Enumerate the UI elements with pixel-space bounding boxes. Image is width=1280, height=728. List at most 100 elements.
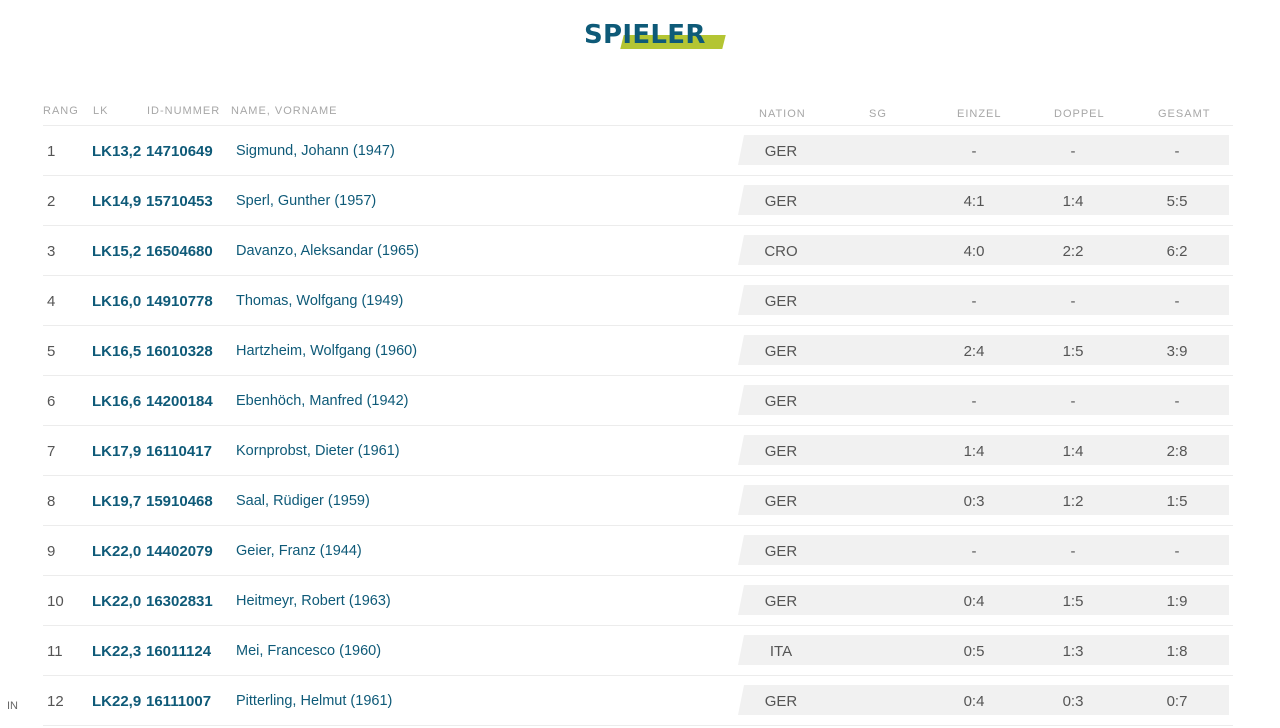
nation-cell: GER bbox=[764, 143, 798, 160]
rank-cell: 1 bbox=[47, 143, 56, 160]
player-name-link[interactable]: Heitmeyr, Robert (1963) bbox=[236, 593, 391, 609]
table-row: 10 LK22,0 16302831 Heitmeyr, Robert (1963) G… bbox=[43, 576, 1233, 626]
einzel-cell: - bbox=[971, 543, 977, 560]
rank-cell: 8 bbox=[47, 493, 56, 510]
einzel-cell: 1:4 bbox=[963, 443, 985, 460]
table-row: 5 LK16,5 16010328 Hartzheim, Wolfgang (1960… bbox=[43, 326, 1233, 376]
stats-background bbox=[738, 585, 1229, 615]
nation-cell: GER bbox=[764, 443, 798, 460]
stats-background bbox=[738, 385, 1229, 415]
id-cell: 16302831 bbox=[146, 593, 213, 610]
stats-background bbox=[738, 135, 1229, 165]
nation-cell: GER bbox=[764, 543, 798, 560]
doppel-cell: 1:4 bbox=[1062, 443, 1084, 460]
lk-cell: LK16,0 bbox=[92, 293, 142, 310]
rank-cell: 2 bbox=[47, 193, 56, 210]
rank-cell: 5 bbox=[47, 343, 56, 360]
rank-cell: 7 bbox=[47, 443, 56, 460]
stats-background bbox=[738, 635, 1229, 665]
header-id[interactable]: ID-NUMMER bbox=[147, 105, 221, 117]
stats-background bbox=[738, 535, 1229, 565]
table-header: RANG LK ID-NUMMER NAME, VORNAME NATION S… bbox=[43, 98, 1233, 126]
nation-cell: GER bbox=[764, 343, 798, 360]
table-row: 8 LK19,7 15910468 Saal, Rüdiger (1959) GER 0:… bbox=[43, 476, 1233, 526]
player-name-link[interactable]: Saal, Rüdiger (1959) bbox=[236, 493, 370, 509]
id-cell: 15710453 bbox=[146, 193, 213, 210]
table-row: 6 LK16,6 14200184 Ebenhöch, Manfred (1942) G… bbox=[43, 376, 1233, 426]
einzel-cell: 4:0 bbox=[963, 243, 985, 260]
header-rang[interactable]: RANG bbox=[43, 105, 79, 117]
einzel-cell: 2:4 bbox=[963, 343, 985, 360]
gesamt-cell: 2:8 bbox=[1166, 443, 1188, 460]
player-name-link[interactable]: Mei, Francesco (1960) bbox=[236, 643, 382, 659]
player-name-link[interactable]: Kornprobst, Dieter (1961) bbox=[236, 443, 400, 459]
table-row: 2 LK14,9 15710453 Sperl, Gunther (1957) GER 4… bbox=[43, 176, 1233, 226]
lk-cell: LK14,9 bbox=[92, 193, 142, 210]
table-row: 1 LK13,2 14710649 Sigmund, Johann (1947) GER… bbox=[43, 126, 1233, 176]
stats-background bbox=[738, 185, 1229, 215]
doppel-cell: - bbox=[1070, 143, 1076, 160]
header-doppel[interactable]: DOPPEL bbox=[1054, 108, 1105, 120]
einzel-cell: 0:3 bbox=[963, 493, 985, 510]
nation-cell: ITA bbox=[769, 643, 793, 660]
einzel-cell: - bbox=[971, 293, 977, 310]
gesamt-cell: 1:8 bbox=[1166, 643, 1188, 660]
header-nation[interactable]: NATION bbox=[759, 108, 806, 120]
doppel-cell: 1:3 bbox=[1062, 643, 1084, 660]
player-name-link[interactable]: Sperl, Gunther (1957) bbox=[236, 193, 377, 209]
doppel-cell: 1:5 bbox=[1062, 343, 1084, 360]
gesamt-cell: 1:5 bbox=[1166, 493, 1188, 510]
id-cell: 16504680 bbox=[146, 243, 213, 260]
doppel-cell: 1:2 bbox=[1062, 493, 1084, 510]
doppel-cell: - bbox=[1070, 293, 1076, 310]
header-lk[interactable]: LK bbox=[93, 105, 109, 117]
doppel-cell: 1:5 bbox=[1062, 593, 1084, 610]
player-name-link[interactable]: Hartzheim, Wolfgang (1960) bbox=[236, 343, 418, 359]
table-row: 3 LK15,2 16504680 Davanzo, Aleksandar (1965… bbox=[43, 226, 1233, 276]
gesamt-cell: - bbox=[1174, 543, 1180, 560]
id-cell: 14402079 bbox=[146, 543, 213, 560]
player-table: RANG LK ID-NUMMER NAME, VORNAME NATION S… bbox=[43, 98, 1233, 726]
id-cell: 14200184 bbox=[146, 393, 213, 410]
page-title: SPIELER bbox=[584, 20, 744, 52]
player-name-link[interactable]: Thomas, Wolfgang (1949) bbox=[236, 293, 404, 309]
id-cell: 16110417 bbox=[146, 443, 212, 460]
stats-background bbox=[738, 285, 1229, 315]
gesamt-cell: 0:7 bbox=[1166, 693, 1188, 710]
gesamt-cell: 1:9 bbox=[1166, 593, 1188, 610]
stats-background bbox=[738, 235, 1229, 265]
header-einzel[interactable]: EINZEL bbox=[957, 108, 1002, 120]
gesamt-cell: - bbox=[1174, 393, 1180, 410]
player-name-link[interactable]: Ebenhöch, Manfred (1942) bbox=[236, 393, 409, 409]
gesamt-cell: 3:9 bbox=[1166, 343, 1188, 360]
header-name[interactable]: NAME, VORNAME bbox=[231, 105, 338, 117]
nation-cell: CRO bbox=[764, 243, 798, 260]
header-gesamt[interactable]: GESAMT bbox=[1158, 108, 1211, 120]
einzel-cell: 0:4 bbox=[963, 693, 985, 710]
lk-cell: LK17,9 bbox=[92, 443, 142, 460]
player-name-link[interactable]: Geier, Franz (1944) bbox=[236, 543, 362, 559]
nation-cell: GER bbox=[764, 293, 798, 310]
gesamt-cell: 6:2 bbox=[1166, 243, 1188, 260]
header-sg[interactable]: SG bbox=[869, 108, 887, 120]
table-row: 12 LK22,9 16111007 Pitterling, Helmut (1961… bbox=[43, 676, 1233, 726]
einzel-cell: 0:4 bbox=[963, 593, 985, 610]
rank-cell: 3 bbox=[47, 243, 56, 260]
lk-cell: LK22,0 bbox=[92, 593, 142, 610]
einzel-cell: - bbox=[971, 393, 977, 410]
stats-background bbox=[738, 685, 1229, 715]
table-body: 1 LK13,2 14710649 Sigmund, Johann (1947) GER… bbox=[43, 126, 1233, 726]
lk-cell: LK16,6 bbox=[92, 393, 142, 410]
player-name-link[interactable]: Sigmund, Johann (1947) bbox=[236, 143, 395, 159]
stats-background bbox=[738, 335, 1229, 365]
table-row: 4 LK16,0 14910778 Thomas, Wolfgang (1949) GE… bbox=[43, 276, 1233, 326]
lk-cell: LK15,2 bbox=[92, 243, 142, 260]
id-cell: 16111007 bbox=[146, 693, 212, 710]
table-row: 7 LK17,9 16110417 Kornprobst, Dieter (1961)… bbox=[43, 426, 1233, 476]
stats-background bbox=[738, 485, 1229, 515]
player-name-link[interactable]: Davanzo, Aleksandar (1965) bbox=[236, 243, 419, 259]
player-name-link[interactable]: Pitterling, Helmut (1961) bbox=[236, 693, 393, 709]
doppel-cell: 0:3 bbox=[1062, 693, 1084, 710]
doppel-cell: - bbox=[1070, 393, 1076, 410]
table-row: 11 LK22,3 16011124 Mei, Francesco (1960) ITA… bbox=[43, 626, 1233, 676]
